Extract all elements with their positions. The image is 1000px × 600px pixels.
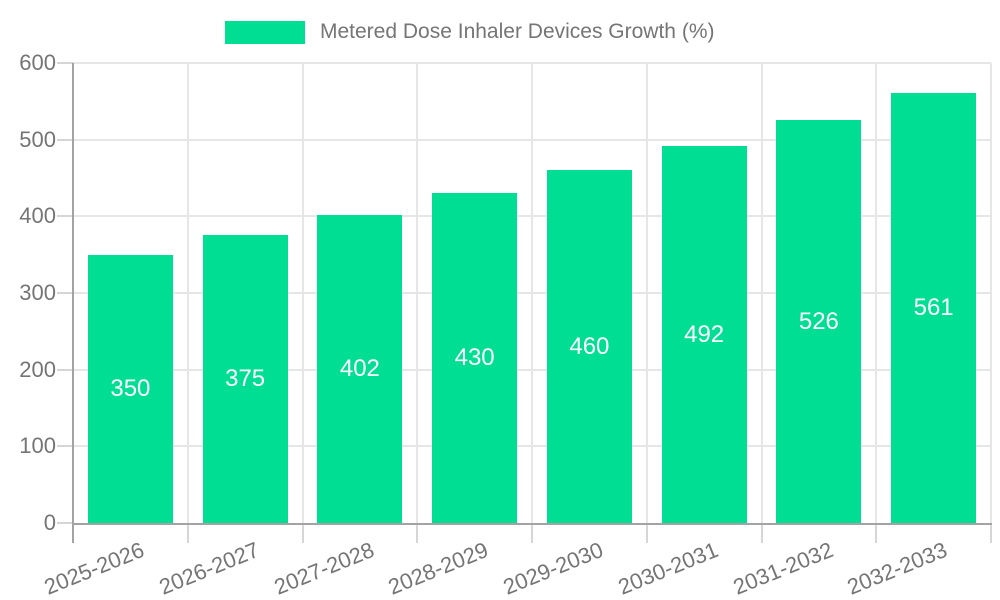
x-axis-tick <box>990 524 992 543</box>
x-axis-tick <box>645 524 648 543</box>
bar[interactable]: 402 <box>317 215 403 523</box>
y-axis-label: 0 <box>43 510 56 535</box>
x-axis-tick <box>531 524 533 543</box>
bar[interactable]: 526 <box>776 120 862 523</box>
bar[interactable]: 350 <box>87 255 173 523</box>
bar[interactable]: 460 <box>546 170 632 523</box>
y-axis-tick <box>57 138 73 141</box>
x-axis-line <box>72 523 992 525</box>
y-axis-label: 400 <box>19 203 56 229</box>
x-gridline <box>186 63 189 523</box>
x-axis-label: 2031-2032 <box>729 537 837 600</box>
x-gridline <box>875 63 878 523</box>
x-axis-label: 2029-2030 <box>499 537 607 600</box>
bar-value-label: 492 <box>684 320 725 348</box>
bar[interactable]: 492 <box>661 146 747 523</box>
bar-value-label: 402 <box>339 355 380 382</box>
x-axis-label: 2028-2029 <box>385 537 492 600</box>
bar[interactable]: 561 <box>891 93 977 523</box>
bar-value-label: 350 <box>110 375 151 402</box>
x-axis-label: 2026-2027 <box>155 537 263 600</box>
bar-value-label: 526 <box>798 307 839 335</box>
y-axis-tick <box>57 215 73 218</box>
x-gridline <box>301 63 304 523</box>
x-axis-tick <box>301 524 304 543</box>
y-axis-label: 200 <box>19 356 56 382</box>
y-axis-label: 500 <box>19 126 56 152</box>
bar[interactable]: 430 <box>432 193 518 523</box>
x-axis-label: 2030-2031 <box>614 537 722 600</box>
y-axis-label: 300 <box>19 280 56 305</box>
bar-value-label: 561 <box>913 294 954 321</box>
x-axis-tick <box>186 524 189 543</box>
x-gridline <box>416 63 419 523</box>
y-axis-tick <box>57 292 73 294</box>
y-axis-tick <box>57 445 73 448</box>
y-axis-tick <box>57 62 73 64</box>
legend-swatch <box>225 20 305 44</box>
y-axis-tick <box>57 522 73 524</box>
legend-label: Metered Dose Inhaler Devices Growth (%) <box>320 20 715 43</box>
bar[interactable]: 375 <box>202 235 288 523</box>
x-gridline <box>760 63 763 523</box>
bar-value-label: 430 <box>454 344 495 371</box>
x-gridline <box>531 63 533 523</box>
x-gridline <box>990 63 992 523</box>
y-axis-label: 600 <box>19 50 56 75</box>
y-axis-line <box>72 63 74 543</box>
x-axis-label: 2027-2028 <box>270 537 378 600</box>
bar-value-label: 375 <box>225 365 266 392</box>
bar-value-label: 460 <box>569 332 610 360</box>
y-axis-tick <box>57 368 73 371</box>
y-axis-label: 100 <box>19 433 56 459</box>
x-axis-tick <box>416 524 419 543</box>
legend-item[interactable]: Metered Dose Inhaler Devices Growth (%) <box>225 19 714 45</box>
x-axis-tick <box>875 524 878 543</box>
x-axis-label: 2032-2033 <box>844 537 951 600</box>
x-axis-tick <box>760 524 763 543</box>
x-gridline <box>645 63 648 523</box>
x-axis-label: 2025-2026 <box>40 537 148 600</box>
